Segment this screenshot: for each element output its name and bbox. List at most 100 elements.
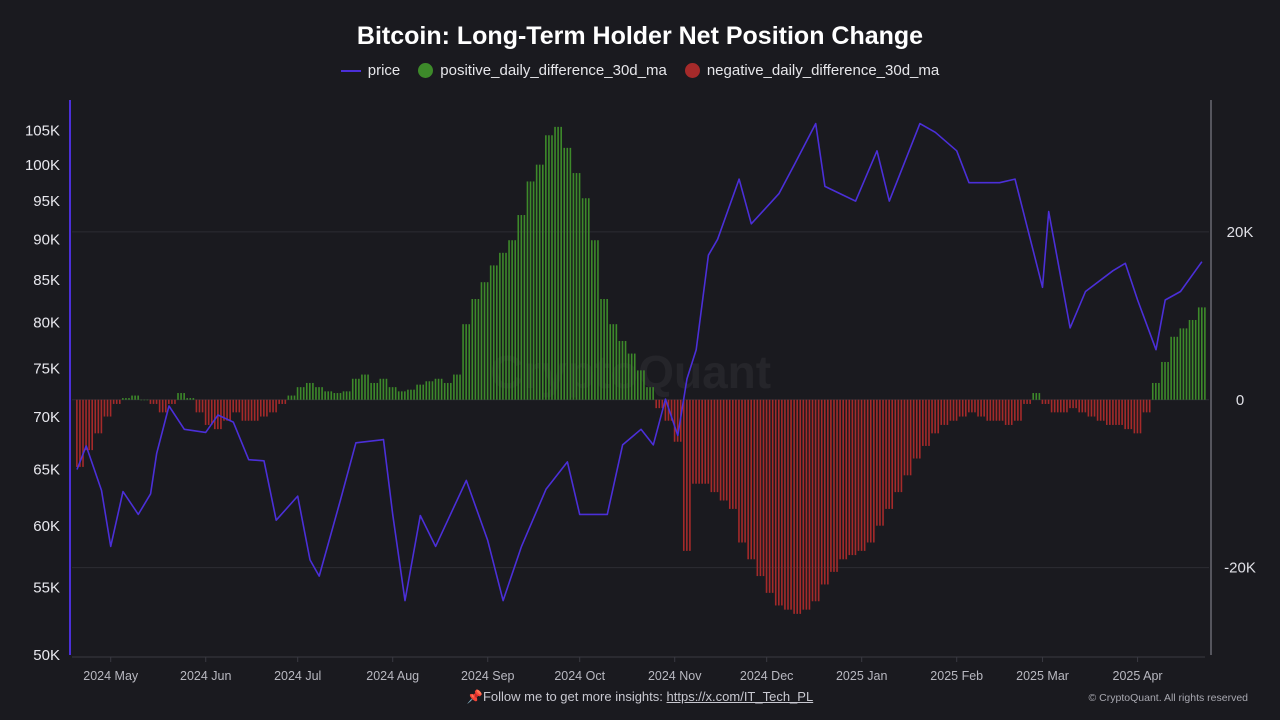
negative-bar bbox=[989, 399, 992, 421]
negative-bar bbox=[995, 399, 998, 421]
positive-bar bbox=[367, 374, 369, 400]
negative-bar bbox=[76, 399, 78, 467]
positive-bar bbox=[1185, 328, 1188, 400]
positive-bar bbox=[1035, 393, 1038, 400]
positive-bar bbox=[385, 378, 388, 400]
positive-bar bbox=[440, 378, 443, 400]
positive-bar bbox=[425, 381, 428, 400]
positive-bar bbox=[551, 135, 553, 400]
negative-bar bbox=[1148, 399, 1151, 413]
negative-bar bbox=[1017, 399, 1019, 421]
negative-bar bbox=[1044, 399, 1047, 404]
positive-bar bbox=[630, 353, 633, 400]
negative-bar bbox=[946, 399, 949, 425]
negative-bar bbox=[863, 399, 866, 551]
negative-bar bbox=[793, 399, 795, 614]
negative-bar bbox=[1056, 399, 1059, 413]
positive-bar bbox=[523, 215, 526, 400]
positive-bar bbox=[1167, 361, 1169, 400]
legend-item-negative[interactable]: negative_daily_difference_30d_ma bbox=[684, 62, 940, 79]
negative-bar bbox=[836, 399, 838, 572]
negative-bar bbox=[1050, 399, 1053, 413]
negative-bar bbox=[223, 399, 225, 421]
positive-bar bbox=[612, 324, 615, 400]
negative-bar bbox=[903, 399, 906, 476]
negative-bar bbox=[195, 399, 198, 413]
negative-bar bbox=[738, 399, 740, 543]
positive-bar bbox=[324, 391, 326, 400]
negative-bar bbox=[964, 399, 967, 417]
price-line bbox=[76, 122, 1203, 602]
negative-bar bbox=[925, 399, 927, 446]
negative-bar bbox=[952, 399, 955, 421]
negative-bar bbox=[152, 399, 155, 404]
negative-bar bbox=[272, 399, 274, 413]
negative-bar bbox=[894, 399, 897, 493]
positive-bar bbox=[296, 387, 299, 400]
positive-bar bbox=[189, 398, 192, 400]
negative-bar bbox=[765, 399, 768, 593]
positive-bar bbox=[391, 387, 394, 400]
positive-bar bbox=[134, 395, 136, 400]
negative-bar bbox=[149, 399, 152, 404]
negative-bar bbox=[998, 399, 1001, 421]
positive-bar bbox=[394, 387, 397, 400]
negative-bar bbox=[906, 399, 909, 476]
negative-bar bbox=[281, 399, 284, 404]
positive-bar bbox=[465, 324, 467, 400]
positive-bar bbox=[499, 252, 501, 400]
positive-bar bbox=[459, 374, 461, 400]
negative-bar bbox=[88, 399, 90, 451]
positive-bar bbox=[364, 374, 366, 400]
positive-bar bbox=[618, 340, 621, 400]
legend-label: negative_daily_difference_30d_ma bbox=[706, 62, 940, 79]
negative-bar bbox=[900, 399, 903, 493]
negative-bar bbox=[689, 399, 691, 551]
positive-bar bbox=[1201, 307, 1203, 400]
positive-bar bbox=[462, 324, 464, 400]
negative-bar bbox=[1047, 399, 1050, 404]
negative-bar bbox=[220, 399, 222, 430]
positive-bar bbox=[477, 298, 480, 400]
positive-bar bbox=[594, 240, 596, 400]
negative-bar bbox=[269, 399, 271, 413]
negative-bar bbox=[247, 399, 250, 421]
negative-bar bbox=[266, 399, 268, 417]
right-tick-label: 0 bbox=[1236, 392, 1244, 409]
positive-bar bbox=[649, 387, 651, 400]
positive-bar bbox=[312, 382, 314, 400]
negative-bar bbox=[912, 399, 915, 459]
positive-bar bbox=[520, 215, 523, 400]
positive-bar bbox=[287, 395, 290, 400]
positive-bar bbox=[587, 198, 590, 400]
negative-bar bbox=[1026, 399, 1028, 404]
negative-bar bbox=[1133, 399, 1136, 434]
negative-bar bbox=[735, 399, 737, 509]
negative-bar bbox=[873, 399, 875, 543]
positive-bar bbox=[1038, 393, 1041, 400]
negative-bar bbox=[958, 399, 961, 417]
negative-bar bbox=[1112, 399, 1114, 425]
positive-bar bbox=[566, 147, 569, 400]
negative-bar bbox=[682, 399, 685, 551]
negative-bar bbox=[238, 399, 241, 413]
positive-bar bbox=[192, 398, 195, 400]
positive-bar bbox=[633, 353, 636, 400]
positive-bar bbox=[480, 282, 483, 400]
positive-bar bbox=[584, 198, 587, 400]
positive-bar bbox=[186, 398, 189, 400]
negative-bar bbox=[158, 399, 161, 413]
positive-bar bbox=[290, 395, 293, 400]
negative-bar bbox=[103, 399, 106, 417]
positive-bar bbox=[591, 240, 593, 400]
positive-bar bbox=[545, 135, 547, 400]
positive-bar bbox=[379, 378, 382, 400]
legend-item-positive[interactable]: positive_daily_difference_30d_ma bbox=[418, 62, 667, 79]
legend-item-price[interactable]: price bbox=[340, 62, 400, 79]
negative-bar bbox=[891, 399, 894, 509]
negative-bar bbox=[756, 399, 759, 577]
positive-bar bbox=[514, 240, 517, 400]
positive-bar bbox=[177, 393, 179, 400]
negative-bar bbox=[171, 399, 173, 404]
footer-link[interactable]: https://x.com/IT_Tech_PL bbox=[666, 689, 814, 704]
